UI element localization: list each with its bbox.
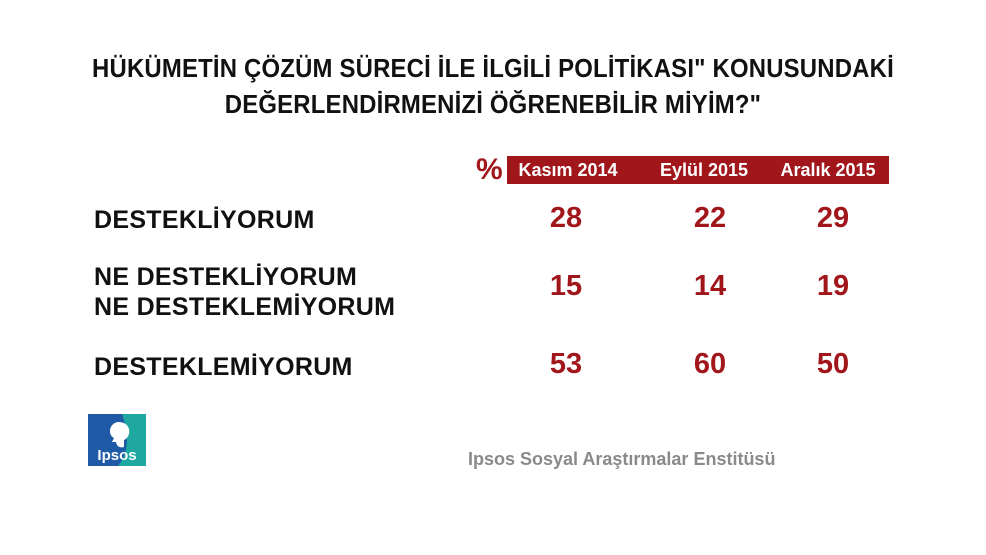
ipsos-logo: Ipsos [88, 414, 146, 466]
column-header-kasim-2014: Kasım 2014 [518, 160, 618, 180]
logo-text: Ipsos [97, 447, 136, 464]
title-line-1: HÜKÜMETİN ÇÖZÜM SÜRECİ İLE İLGİLİ POLİTİ… [92, 53, 894, 83]
column-header-aralik-2015: Aralık 2015 [780, 160, 876, 180]
cell-value: 50 [816, 348, 850, 380]
column-header-eylul-2015: Eylül 2015 [659, 160, 749, 180]
cell-value: 60 [693, 348, 727, 380]
percent-symbol: % [476, 153, 503, 186]
title-line-2: DEĞERLENDİRMENİZİ ÖĞRENEBİLİR MİYİM?" [224, 89, 762, 119]
row-label-line: DESTEKLEMİYORUM [94, 353, 353, 381]
cell-value: 28 [549, 202, 583, 234]
column-header-bar [507, 156, 889, 184]
row-label-ne-destekliyorum: NE DESTEKLİYORUM NE DESTEKLEMİYORUM [94, 262, 395, 322]
cell-value: 19 [816, 270, 850, 302]
cell-value: 22 [693, 202, 727, 234]
row-label-line: NE DESTEKLEMİYORUM [94, 293, 396, 321]
cell-value: 14 [693, 270, 727, 302]
row-label-line: DESTEKLİYORUM [94, 206, 315, 234]
chart-title: HÜKÜMETİN ÇÖZÜM SÜRECİ İLE İLGİLİ POLİTİ… [39, 50, 946, 122]
footer-source: Ipsos Sosyal Araştırmalar Enstitüsü [468, 449, 776, 469]
row-label-destekliyorum: DESTEKLİYORUM [94, 205, 315, 235]
row-label-line: NE DESTEKLİYORUM [94, 263, 358, 291]
row-label-desteklemiyorum: DESTEKLEMİYORUM [94, 352, 353, 382]
cell-value: 15 [549, 270, 583, 302]
cell-value: 53 [549, 348, 583, 380]
cell-value: 29 [816, 202, 850, 234]
